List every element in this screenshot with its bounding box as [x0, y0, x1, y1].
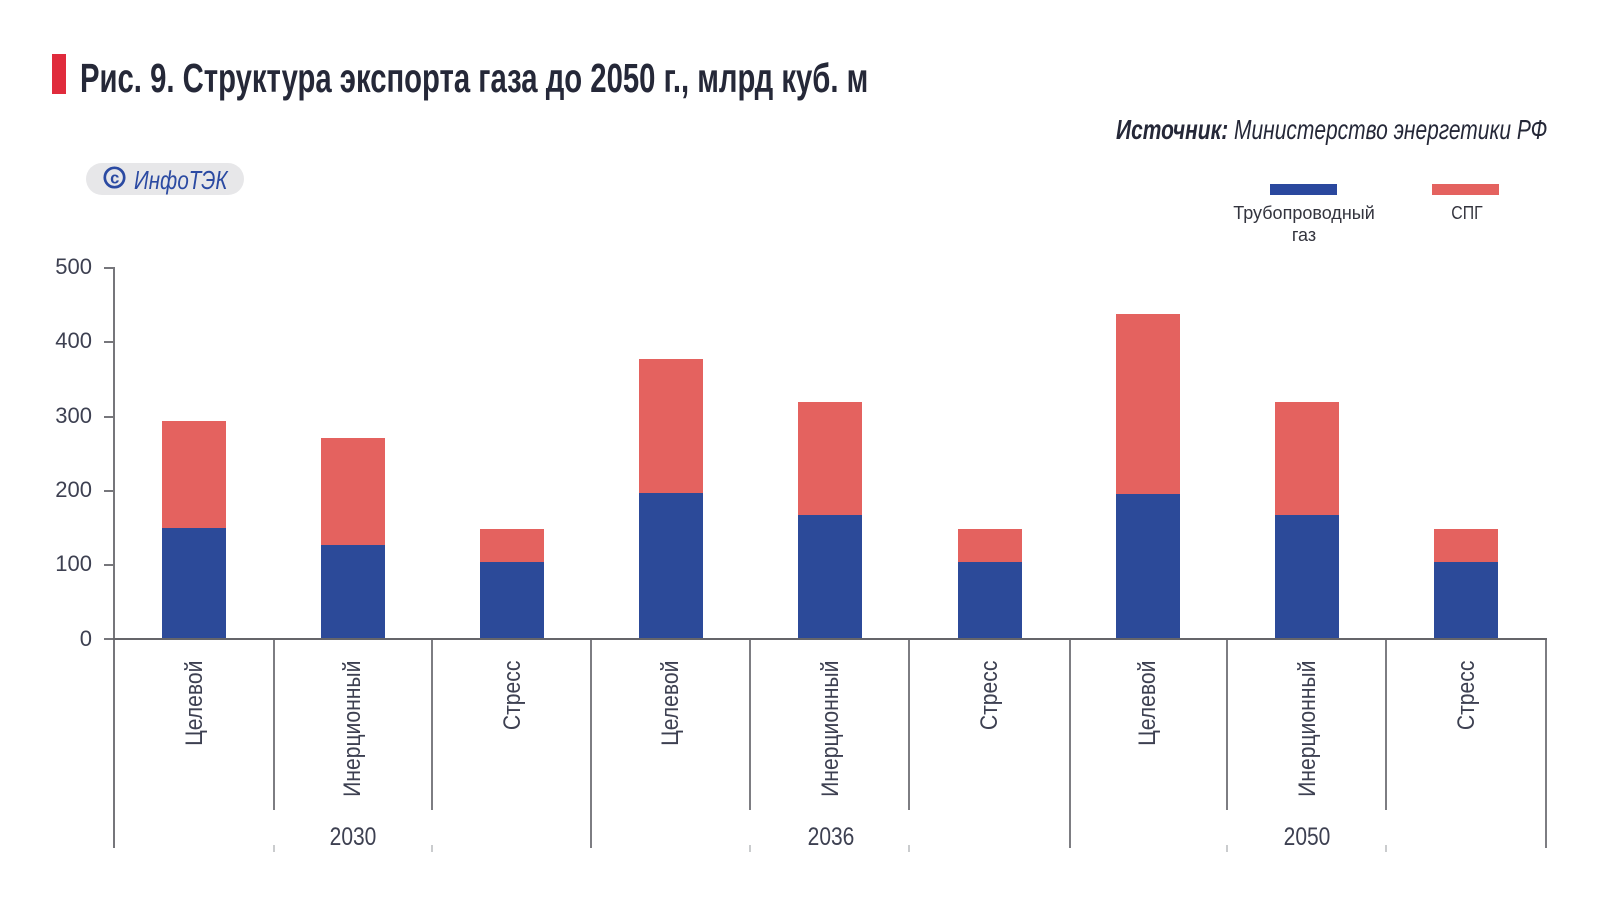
svg-text:c: c	[110, 169, 119, 187]
